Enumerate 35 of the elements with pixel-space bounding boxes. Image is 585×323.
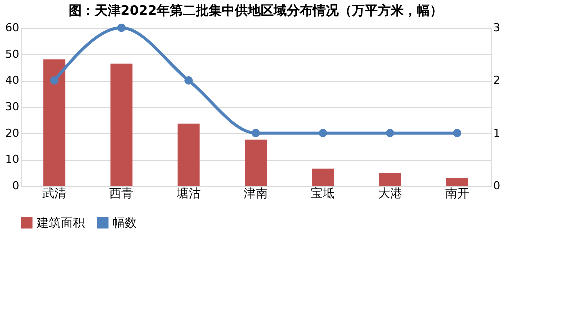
x-tick-label: 武清 bbox=[42, 186, 67, 200]
y2-tick-label: 2 bbox=[494, 74, 500, 88]
legend-label: 幅数 bbox=[113, 216, 137, 230]
y2-tick-label: 1 bbox=[494, 126, 500, 140]
point bbox=[252, 129, 260, 138]
point bbox=[50, 76, 59, 85]
legend-label: 建筑面积 bbox=[36, 216, 85, 230]
bar bbox=[312, 168, 334, 186]
y-tick-label: 10 bbox=[6, 153, 20, 166]
y-tick-label: 20 bbox=[6, 126, 20, 140]
x-tick-label: 南开 bbox=[445, 186, 470, 200]
chart-title: 图：天津2022年第二批集中供地区域分布情况（万平方米，幅） bbox=[68, 3, 444, 19]
bar bbox=[178, 124, 200, 186]
y-tick-label: 60 bbox=[6, 22, 20, 34]
bar bbox=[44, 60, 66, 186]
point bbox=[184, 76, 194, 85]
point bbox=[318, 129, 328, 138]
bar bbox=[446, 178, 468, 186]
x-tick-label: 津南 bbox=[244, 186, 268, 200]
x-tick-label: 西青 bbox=[110, 186, 134, 200]
bar bbox=[245, 140, 267, 186]
point bbox=[118, 24, 126, 32]
bar bbox=[379, 173, 402, 186]
x-tick-label: 宝坻 bbox=[311, 186, 336, 200]
point bbox=[386, 129, 394, 138]
y-tick-label: 50 bbox=[6, 48, 20, 61]
x-tick-label: 大港 bbox=[378, 186, 402, 200]
y2-tick-label: 3 bbox=[494, 22, 500, 34]
y2-tick-label: 0 bbox=[494, 180, 500, 192]
y-tick-label: 0 bbox=[12, 180, 20, 192]
point bbox=[453, 129, 462, 138]
bar bbox=[110, 64, 133, 186]
y-tick-label: 30 bbox=[6, 100, 20, 114]
y-tick-label: 40 bbox=[6, 74, 20, 88]
x-tick-label: 塘沽 bbox=[176, 186, 201, 200]
